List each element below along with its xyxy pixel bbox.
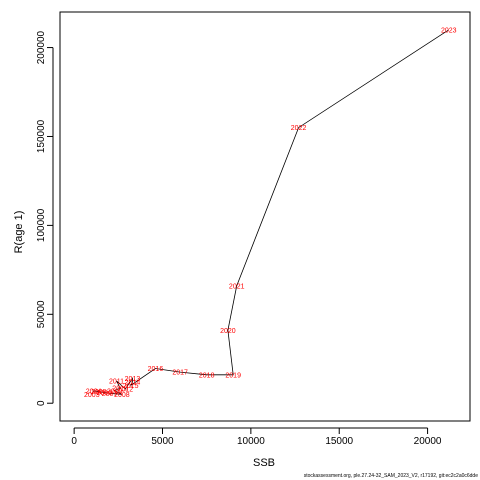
point-label-2005: 2005: [91, 389, 107, 396]
point-label-2018: 2018: [199, 372, 215, 379]
point-label-2006: 2006: [96, 390, 112, 397]
point-label-2015: 2015: [123, 383, 139, 390]
point-label-2017: 2017: [172, 370, 188, 377]
y-tick-label: 100000: [36, 208, 47, 242]
point-label-2008: 2008: [114, 392, 130, 399]
y-tick-label: 200000: [36, 30, 47, 64]
y-tick-label: 0: [36, 400, 47, 406]
point-label-2009: 2009: [107, 388, 123, 395]
point-label-2020: 2020: [220, 328, 236, 335]
point-label-2022: 2022: [291, 125, 307, 132]
point-label-2023: 2023: [441, 27, 457, 34]
x-tick-label: 10000: [237, 436, 265, 447]
point-label-2019: 2019: [225, 372, 241, 379]
x-tick-label: 20000: [414, 436, 442, 447]
x-tick-label: 0: [71, 436, 77, 447]
point-label-2010: 2010: [112, 386, 128, 393]
point-label-2016: 2016: [148, 366, 164, 373]
point-label-2012: 2012: [118, 386, 134, 393]
point-label-2013: 2013: [125, 376, 141, 383]
footer-credit: stockassessment.org, ple.27.24-32_SAM_20…: [304, 473, 478, 479]
series-line: [91, 29, 450, 395]
y-tick-label: 50000: [36, 300, 47, 328]
plot-frame: [59, 11, 471, 422]
point-label-2014: 2014: [125, 379, 141, 386]
point-label-2021: 2021: [229, 283, 245, 290]
x-axis: 0 5000 10000 15000 20000: [71, 427, 442, 447]
x-tick-label: 5000: [151, 436, 174, 447]
point-label-2011: 2011: [109, 378, 124, 385]
point-label-2007: 2007: [102, 391, 118, 398]
y-axis: 0 50000 100000 150000 200000: [36, 30, 54, 406]
x-axis-title: SSB: [253, 457, 275, 469]
y-tick-label: 150000: [36, 119, 47, 153]
point-labels: 2003200420052006200720082009201020112012…: [84, 27, 457, 399]
point-label-2004: 2004: [86, 388, 102, 395]
point-label-2003: 2003: [84, 392, 100, 399]
y-axis-title: R(age 1): [13, 211, 25, 254]
x-tick-label: 15000: [325, 436, 353, 447]
